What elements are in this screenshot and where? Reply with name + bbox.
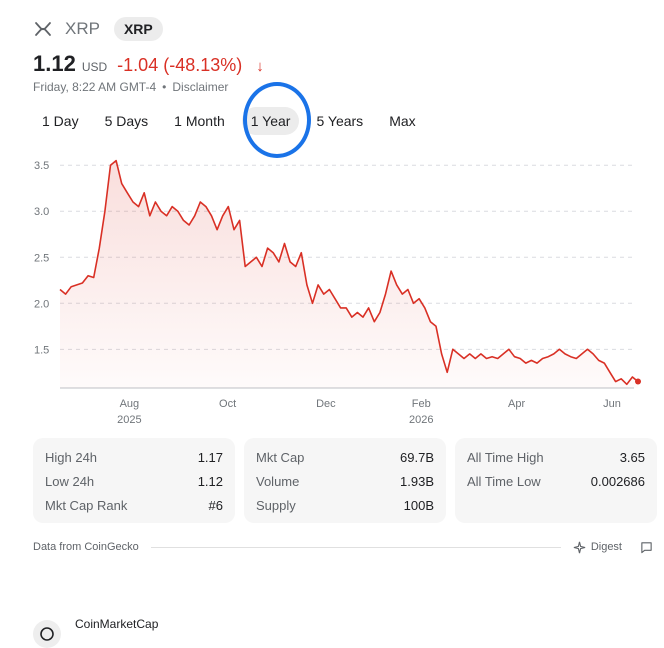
stat-label: All Time Low: [467, 474, 541, 489]
coin-name: XRP: [65, 19, 100, 38]
stat-value: 1.12: [197, 474, 223, 489]
stat-row: Supply 100B: [256, 497, 434, 521]
stats-box-alltime: All Time High 3.65 All Time Low 0.002686: [455, 438, 657, 523]
result-site-name: CoinMarketCap: [75, 617, 159, 631]
stat-value: 1.17: [197, 450, 223, 465]
next-result-coinmarketcap[interactable]: CoinMarketCap: [33, 617, 159, 648]
footer-divider: [150, 546, 561, 548]
stat-label: Volume: [256, 474, 300, 489]
stat-label: Mkt Cap: [256, 450, 305, 465]
stat-label: Mkt Cap Rank: [45, 498, 128, 513]
chart-end-point: [635, 378, 641, 385]
x-tick-label: Jun: [603, 398, 621, 410]
timestamp: Friday, 8:22 AM GMT-4: [33, 80, 157, 94]
stats-box-24h: High 24h 1.17 Low 24h 1.12 Mkt Cap Rank #6: [33, 438, 235, 523]
stat-label: Supply: [256, 498, 296, 513]
stat-value: 3.65: [619, 450, 645, 465]
range-tab-1-day[interactable]: 1 Day: [42, 113, 79, 129]
stat-label: High 24h: [45, 450, 98, 465]
stat-value: #6: [208, 498, 223, 513]
sparkle-icon: [573, 541, 586, 553]
stat-row: High 24h 1.17: [45, 449, 223, 473]
price-chart[interactable]: 3.5 3.0 2.5 2.0 1.5 Aug 2025 Oct Dec Feb 2026 Apr J…: [0, 150, 664, 430]
stat-row: Volume 1.93B: [256, 473, 434, 497]
stat-row: Mkt Cap 69.7B: [256, 449, 434, 473]
stats-box-market: Mkt Cap 69.7B Volume 1.93B Supply 100B: [244, 438, 446, 523]
y-tick-label: 3.0: [34, 206, 49, 218]
x-tick-year: 2026: [409, 414, 433, 426]
y-tick-label: 2.5: [34, 252, 49, 264]
y-tick-label: 1.5: [34, 344, 49, 356]
y-tick-label: 3.5: [34, 160, 49, 172]
x-tick-label: Apr: [508, 398, 525, 410]
stat-row: All Time Low 0.002686: [467, 473, 645, 497]
range-tab-1-month[interactable]: 1 Month: [174, 113, 225, 129]
x-tick-label: Dec: [316, 398, 336, 410]
range-tab-5-years[interactable]: 5 Years: [316, 113, 364, 129]
price-change: -1.04 (-48.13%): [117, 55, 243, 75]
data-source-label: Data from CoinGecko: [33, 541, 139, 553]
disclaimer-link[interactable]: Disclaimer: [172, 80, 229, 94]
chart-price-line: [59, 159, 639, 386]
current-price: 1.12: [33, 51, 76, 76]
x-tick-label: Feb: [412, 398, 431, 410]
chart-area-fill: [60, 160, 638, 388]
data-source-footer: Data from CoinGecko Digest: [33, 539, 653, 555]
stat-value: 1.93B: [400, 474, 434, 489]
price-row: 1.12 USD -1.04 (-48.13%) ↓: [33, 51, 264, 77]
digest-button[interactable]: Digest: [573, 541, 622, 554]
down-arrow-icon: ↓: [256, 58, 264, 75]
x-tick-year: 2025: [117, 414, 141, 426]
stat-row: All Time High 3.65: [467, 449, 645, 473]
y-tick-label: 2.0: [34, 298, 49, 310]
stat-label: All Time High: [467, 450, 544, 465]
range-tab-5-days[interactable]: 5 Days: [104, 113, 149, 129]
currency-label: USD: [81, 60, 108, 74]
coinmarketcap-logo-icon: [33, 620, 61, 648]
stat-label: Low 24h: [45, 474, 95, 489]
stat-value: 69.7B: [400, 450, 434, 465]
range-tabs: 1 Day 5 Days 1 Month 1 Year 5 Years Max: [33, 104, 433, 138]
xrp-logo-icon: [35, 22, 51, 36]
separator-dot: •: [162, 80, 167, 94]
feedback-icon[interactable]: [640, 541, 653, 554]
x-tick-label: Aug: [120, 398, 140, 410]
highlight-circle: [243, 82, 311, 158]
stat-row: Low 24h 1.12: [45, 473, 223, 497]
price-meta: Friday, 8:22 AM GMT-4 • Disclaimer: [33, 80, 228, 94]
stat-value: 100B: [403, 498, 434, 513]
range-tab-max[interactable]: Max: [389, 113, 416, 129]
x-tick-label: Oct: [219, 398, 236, 410]
ticker-badge[interactable]: XRP: [113, 17, 163, 41]
stat-value: 0.002686: [590, 474, 645, 489]
stat-row: Mkt Cap Rank #6: [45, 497, 223, 521]
coin-header: XRP XRP: [33, 14, 163, 44]
digest-label: Digest: [590, 541, 622, 553]
